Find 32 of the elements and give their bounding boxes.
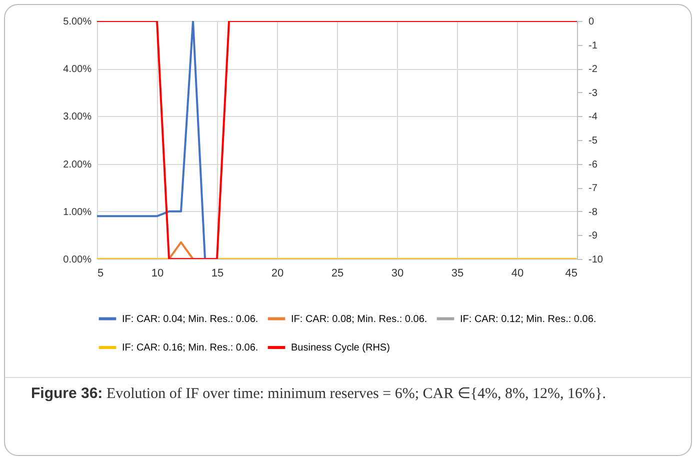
y2-tick-label: -8	[588, 206, 598, 218]
y2-tick-label: -10	[588, 254, 604, 266]
y2-tick-label: -4	[588, 112, 598, 123]
x-tick-label: 45	[565, 268, 578, 280]
x-tick-label: 35	[451, 268, 464, 280]
legend-label: IF: CAR: 0.16; Min. Res.: 0.06.	[122, 342, 258, 354]
y2-tick-label: 0	[588, 16, 594, 28]
x-tick-label: 5	[98, 268, 104, 280]
y2-tick-label: -7	[588, 183, 598, 194]
x-tick-label: 30	[391, 268, 404, 280]
y-tick-label: 5.00%	[63, 16, 92, 28]
y-tick-label: 1.00%	[63, 206, 92, 218]
legend-label: IF: CAR: 0.08; Min. Res.: 0.06.	[291, 314, 428, 325]
y2-tick-label: -3	[588, 88, 598, 99]
y-tick-label: 3.00%	[63, 112, 92, 123]
y-tick-label: 4.00%	[63, 64, 92, 76]
x-tick-label: 15	[211, 268, 224, 280]
x-tick-label: 40	[511, 268, 524, 280]
y2-tick-label: -2	[588, 64, 598, 76]
y2-tick-label: -1	[588, 40, 598, 52]
x-tick-label: 25	[331, 268, 344, 280]
y2-tick-label: -5	[588, 136, 598, 146]
y2-tick-label: -6	[588, 159, 598, 170]
legend-label: Business Cycle (RHS)	[291, 342, 390, 354]
x-tick-label: 20	[271, 268, 284, 280]
legend-label: IF: CAR: 0.04; Min. Res.: 0.06.	[122, 314, 258, 325]
x-tick-label: 10	[151, 268, 164, 280]
y-tick-label: 2.00%	[63, 159, 92, 170]
y-tick-label: 0.00%	[63, 254, 92, 266]
legend-label: IF: CAR: 0.12; Min. Res.: 0.06.	[460, 314, 596, 325]
y2-tick-label: -9	[588, 230, 598, 242]
caption: Figure 36: Evolution of IF over time: minimum reserves = 6%; CAR ∈{4%, 8%, 12%, 16%}.	[31, 384, 607, 404]
